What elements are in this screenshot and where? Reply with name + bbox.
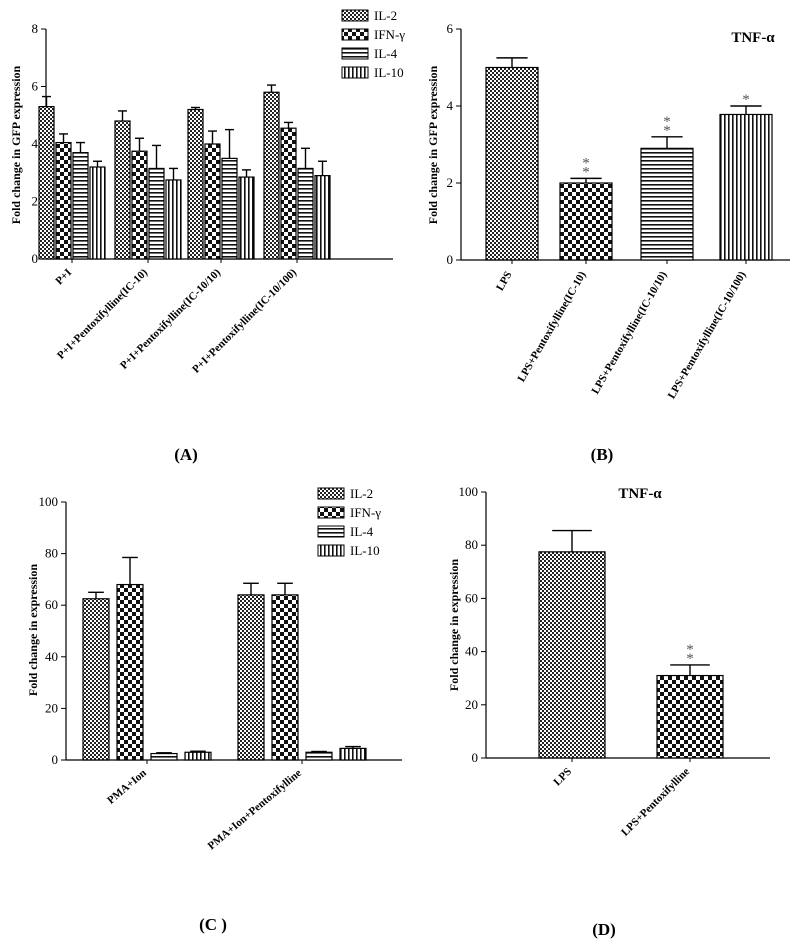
y-tick-label: 4 [447,98,454,113]
bar [237,594,265,761]
legend-swatch [341,28,369,41]
bar [131,150,148,260]
bar [485,66,539,261]
bar [656,674,724,759]
y-tick-label: 6 [447,21,454,36]
category-label: LPS [551,766,574,789]
legend-swatch [317,544,345,557]
legend-swatch [317,525,345,538]
panel-label-b: (B) [591,445,614,464]
bar [339,747,367,761]
panel-label-a: (A) [174,445,198,464]
y-tick-label: 6 [32,79,39,94]
bar [280,127,297,260]
bar [82,598,110,761]
category-label: LPS+Pentoxifylline(IC-10) [515,269,588,384]
bar [305,751,333,761]
bar [719,113,773,261]
bar [314,175,331,260]
bar [221,157,238,260]
y-axis-label: Fold change in GFP expression [9,65,23,224]
y-tick-label: 8 [32,21,39,36]
category-label: PMA+Ion [105,767,149,807]
y-tick-label: 100 [39,494,59,509]
panel-label-c: (C ) [199,915,227,934]
y-tick-label: 60 [465,590,478,605]
legend-swatch [341,47,369,60]
y-tick-label: 0 [472,750,479,765]
category-label: LPS+Pentoxifylline(IC-10/10) [589,269,669,396]
bar [89,166,106,260]
bar [148,167,165,260]
legend-label: IL-4 [374,46,398,61]
y-axis-label: Fold change in expression [26,564,40,696]
y-tick-label: 0 [52,752,59,767]
y-tick-label: 2 [32,194,39,209]
legend-swatch [317,506,345,519]
panel-label-d: (D) [592,920,616,939]
legend-label: IFN-γ [350,505,381,520]
bar [559,182,613,261]
legend-swatch [341,66,369,79]
legend-swatch [317,487,345,500]
bar [538,551,606,759]
legend-label: IL-10 [350,543,380,558]
category-label: LPS+Pentoxifylline [619,766,692,839]
legend-label: IL-10 [374,65,404,80]
bar [55,141,72,260]
y-tick-label: 100 [459,484,479,499]
category-label: LPS+Pentoxifylline(IC-10/100) [666,269,749,401]
category-label: LPS [494,270,514,293]
y-tick-label: 40 [465,644,478,659]
significance-mark: * * [663,114,671,139]
bar [165,179,182,260]
y-tick-label: 80 [45,546,58,561]
bar [204,143,221,260]
y-axis-label: Fold change in expression [447,559,461,691]
panel-d-chart: 0 20 40 60 80 100 Fold change in expression * * L… [447,484,770,839]
y-tick-label: 0 [32,251,39,266]
annotation-label: TNF-α [618,486,662,502]
bar [150,752,178,761]
significance-mark: * * [582,155,590,180]
significance-mark: * * [686,642,694,667]
legend-label: IL-4 [350,524,374,539]
bar [238,176,255,260]
y-tick-label: 80 [465,537,478,552]
bar [297,167,314,260]
bar [184,751,212,761]
y-axis-label: Fold change in GFP expression [426,65,440,224]
y-tick-label: 20 [45,700,58,715]
legend-label: IL-2 [374,8,397,23]
legend-swatch [341,9,369,22]
category-label: P+I [53,267,74,288]
bar [263,91,280,260]
bar [116,583,144,761]
bar [640,147,694,261]
bar [114,120,131,260]
y-tick-label: 20 [465,697,478,712]
bar [271,594,299,761]
y-tick-label: 4 [32,136,39,151]
significance-mark: * [742,92,750,108]
y-tick-label: 60 [45,597,58,612]
legend-label: IL-2 [350,486,373,501]
category-label: PMA+Ion+Pentoxifylline [206,767,304,852]
y-tick-label: 2 [447,175,454,190]
annotation-label: TNF-α [731,30,775,46]
y-tick-label: 40 [45,649,58,664]
y-tick-label: 0 [447,252,454,267]
bar [187,108,204,260]
bar [72,152,89,260]
bar [38,106,55,260]
legend-label: IFN-γ [374,27,405,42]
panel-c-chart: 0 20 40 60 80 100 Fold change in expression PMA… [26,486,402,852]
